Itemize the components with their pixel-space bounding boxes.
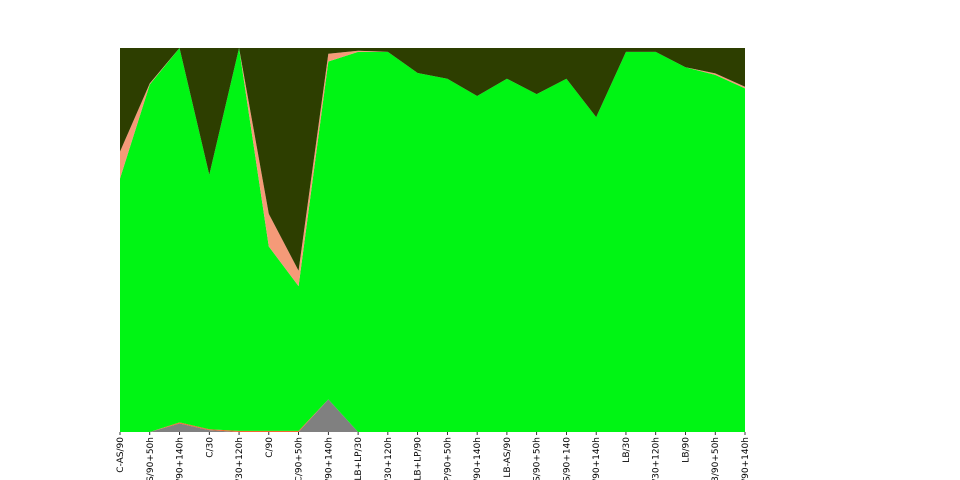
x-tick-label: /90+140h — [176, 437, 186, 480]
x-tick-label: /30+120h — [235, 437, 245, 480]
x-tick-label: /90+140h — [473, 437, 483, 480]
x-tick-label: P/90+50h — [443, 437, 453, 480]
x-tick-label: C/30 — [205, 437, 215, 458]
area-series-0 — [120, 399, 745, 432]
x-tick-label: LB+LP/30 — [354, 437, 364, 480]
x-tick-label: /30+120h — [652, 437, 662, 480]
x-tick-label: C/90+50h — [295, 437, 305, 480]
x-tick-label: /90+140h — [324, 437, 334, 480]
x-tick-label: C/90 — [265, 437, 275, 458]
x-tick-label: B/90+50h — [711, 437, 721, 480]
x-tick-label: LB-AS/90 — [503, 437, 513, 478]
x-tick-label: /30+120h — [384, 437, 394, 480]
x-tick-label: S/90+140 — [562, 437, 572, 480]
x-tick-label: LB+LP/90 — [414, 437, 424, 480]
x-tick-label: S/90+50h — [146, 437, 156, 480]
area-series-4 — [120, 48, 745, 271]
x-tick-label: LB/30 — [622, 437, 632, 463]
area-layer — [120, 48, 745, 432]
area-series-2 — [120, 48, 745, 432]
x-tick-label: LB/90 — [681, 437, 691, 463]
x-tick-label: /90+140h — [592, 437, 602, 480]
x-tick-label: /90+140h — [741, 437, 751, 480]
x-tick-label: C-AS/90 — [116, 437, 126, 473]
x-tick-label: S/90+50h — [533, 437, 543, 480]
x-axis: C-AS/90 S/90+50h/90+140h C/30/30+120h C/90 C… — [116, 432, 751, 480]
